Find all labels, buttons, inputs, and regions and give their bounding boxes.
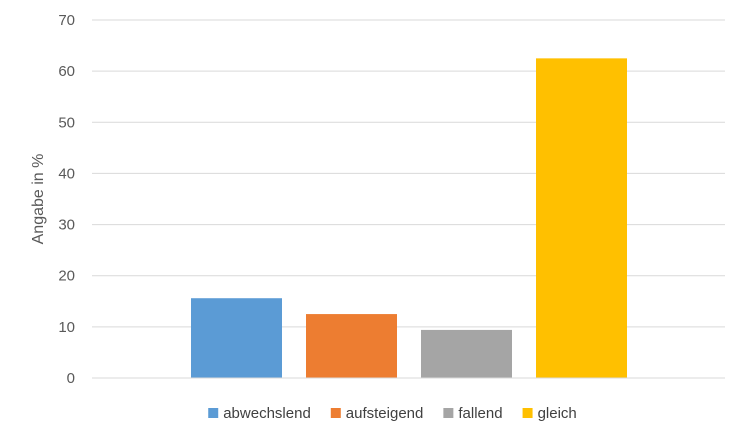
- y-tick-label: 50: [58, 114, 75, 131]
- legend-label: fallend: [458, 405, 502, 422]
- bar-fallend: [421, 329, 512, 378]
- y-tick-label: 30: [58, 217, 75, 234]
- legend-swatch: [208, 408, 219, 418]
- gridlines: [92, 19, 725, 328]
- legend-item-abwechslend: abwechslend: [208, 405, 311, 422]
- legend-label: gleich: [538, 405, 577, 422]
- y-tick-label: 40: [58, 165, 75, 182]
- legend-swatch: [330, 408, 341, 418]
- legend-swatch: [443, 408, 454, 418]
- bar-aufsteigend: [306, 314, 397, 378]
- y-axis-title: Angabe in %: [30, 154, 47, 245]
- legend-item-aufsteigend: aufsteigend: [330, 405, 424, 422]
- legend-label: abwechslend: [223, 405, 311, 422]
- legend-label: aufsteigend: [346, 405, 424, 422]
- legend: abwechslend aufsteigend fallend gleich: [208, 405, 577, 422]
- bars: [191, 58, 627, 378]
- legend-item-fallend: fallend: [443, 405, 503, 422]
- legend-swatch: [522, 408, 533, 418]
- y-tick-label: 10: [58, 319, 75, 336]
- legend-item-gleich: gleich: [522, 405, 577, 422]
- bar-gleich: [536, 58, 627, 378]
- y-tick-label: 70: [58, 12, 75, 29]
- y-tick-label: 0: [67, 370, 75, 387]
- bar-abwechslend: [191, 298, 282, 378]
- y-tick-label: 20: [58, 268, 75, 285]
- y-tick-label: 60: [58, 63, 75, 80]
- y-axis-ticks: 0 10 20 30 40 50 60 70: [58, 12, 75, 387]
